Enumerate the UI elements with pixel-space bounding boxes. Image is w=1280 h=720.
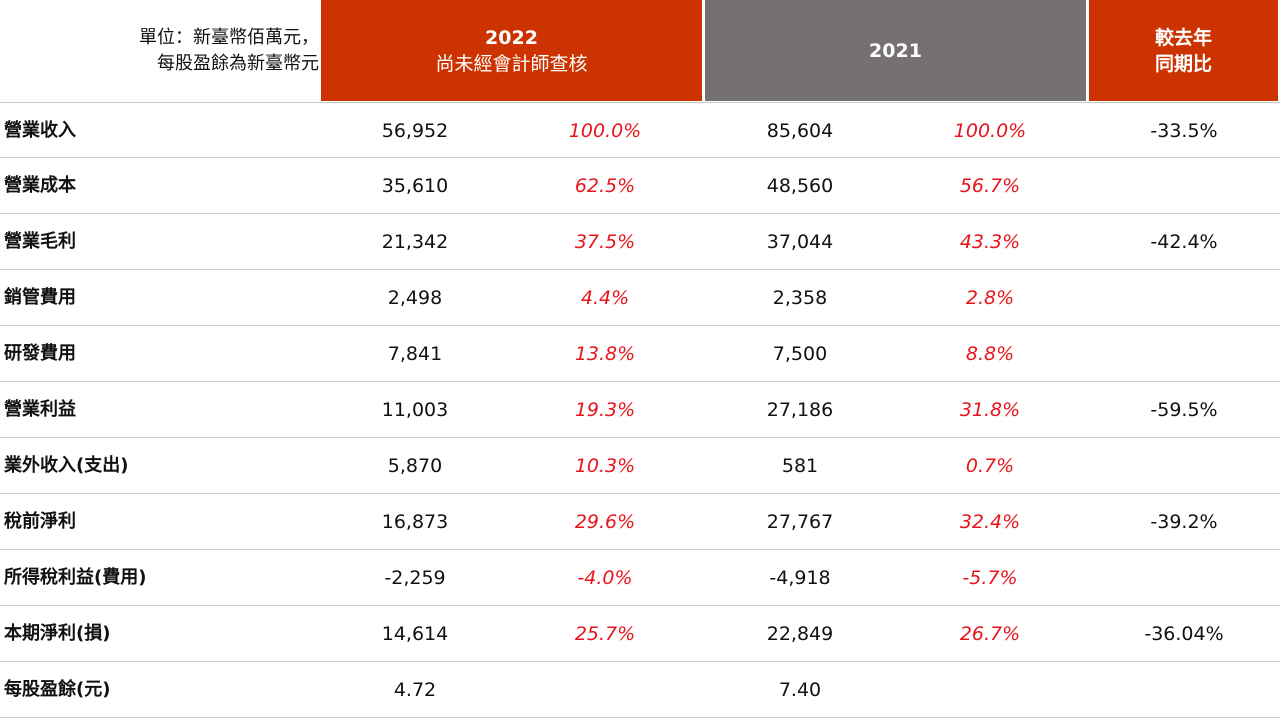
percent-2022: 25.7% [574,623,636,645]
row-label: 業外收入(支出) [4,455,129,476]
table-row: 營業毛利 21,342 37.5% 37,044 43.3% -42.4% [0,214,1280,270]
value-2021: 581 [781,455,819,477]
unit-note: 單位：新臺幣佰萬元， 每股盈餘為新臺幣元 [0,0,319,101]
value-2021: 37,044 [766,231,834,253]
header-yoy-line1: 較去年 [1154,26,1212,49]
percent-2022: 100.0% [568,120,642,142]
percent-2022: 10.3% [574,455,636,477]
table-row: 所得稅利益(費用) -2,259 -4.0% -4,918 -5.7% [0,550,1280,606]
table-row: 業外收入(支出) 5,870 10.3% 581 0.7% [0,438,1280,494]
yoy-change [1089,270,1279,326]
percent-2022: 62.5% [574,175,636,197]
table-row: 本期淨利(損) 14,614 25.7% 22,849 26.7% -36.04% [0,606,1280,662]
header-yoy-line2: 同期比 [1154,52,1212,75]
value-2022: -2,259 [384,567,446,589]
row-label: 研發費用 [4,343,76,364]
value-2021: 2,358 [772,287,828,309]
value-2021: 85,604 [766,120,834,142]
value-2022: 14,614 [381,623,449,645]
percent-2022: 37.5% [574,231,636,253]
percent-2021: 32.4% [959,511,1021,533]
row-label: 銷管費用 [4,287,76,308]
row-label: 營業毛利 [4,231,76,252]
row-label: 營業利益 [4,399,76,420]
value-2022: 16,873 [381,511,449,533]
percent-2021: 100.0% [953,120,1027,142]
value-2022: 2,498 [387,287,443,309]
value-2021: 7,500 [772,343,828,365]
percent-2022: 13.8% [574,343,636,365]
percent-2022 [510,662,700,718]
value-2021: 27,767 [766,511,834,533]
yoy-change [1089,550,1279,606]
yoy-change: -36.04% [1144,623,1224,645]
header-2022: 2022 尚未經會計師查核 [321,0,702,101]
header-2022-subtitle: 尚未經會計師查核 [435,52,588,75]
row-label: 營業收入 [4,120,76,141]
table-row: 營業成本 35,610 62.5% 48,560 56.7% [0,158,1280,214]
row-label: 本期淨利(損) [4,623,111,644]
row-label: 營業成本 [4,175,76,196]
unit-note-line2: 每股盈餘為新臺幣元 [157,52,319,74]
row-label: 所得稅利益(費用) [4,567,147,588]
percent-2022: -4.0% [577,567,633,589]
table-row: 每股盈餘(元) 4.72 7.40 [0,662,1280,718]
value-2021: -4,918 [769,567,831,589]
table-row: 銷管費用 2,498 4.4% 2,358 2.8% [0,270,1280,326]
header-yoy: 較去年 同期比 [1089,0,1278,101]
value-2022: 4.72 [393,679,437,701]
yoy-change [1089,438,1279,494]
percent-2021: 26.7% [959,623,1021,645]
percent-2021: 8.8% [965,343,1015,365]
percent-2021: -5.7% [962,567,1018,589]
table-row: 營業收入 56,952 100.0% 85,604 100.0% -33.5% [0,102,1280,158]
percent-2021 [895,662,1085,718]
value-2022: 5,870 [387,455,443,477]
value-2021: 48,560 [766,175,834,197]
row-label: 稅前淨利 [4,511,76,532]
yoy-change: -33.5% [1150,120,1218,142]
value-2021: 22,849 [766,623,834,645]
value-2022: 35,610 [381,175,449,197]
percent-2021: 43.3% [959,231,1021,253]
header-2022-title: 2022 [485,26,538,49]
value-2022: 21,342 [381,231,449,253]
percent-2021: 56.7% [959,175,1021,197]
value-2022: 56,952 [381,120,449,142]
value-2021: 27,186 [766,399,834,421]
percent-2021: 2.8% [965,287,1015,309]
yoy-change: -39.2% [1150,511,1218,533]
yoy-change: -59.5% [1150,399,1218,421]
yoy-change [1089,326,1279,382]
yoy-change [1089,662,1279,718]
unit-note-line1: 單位：新臺幣佰萬元， [139,26,319,48]
value-2022: 11,003 [381,399,449,421]
header-2021: 2021 [705,0,1086,101]
percent-2022: 4.4% [580,287,630,309]
table-row: 研發費用 7,841 13.8% 7,500 8.8% [0,326,1280,382]
percent-2022: 29.6% [574,511,636,533]
value-2021: 7.40 [778,679,822,701]
percent-2021: 31.8% [959,399,1021,421]
table-row: 稅前淨利 16,873 29.6% 27,767 32.4% -39.2% [0,494,1280,550]
percent-2021: 0.7% [965,455,1015,477]
yoy-change [1089,158,1279,214]
percent-2022: 19.3% [574,399,636,421]
header-2021-title: 2021 [869,39,922,62]
yoy-change: -42.4% [1150,231,1218,253]
value-2022: 7,841 [387,343,443,365]
table-row: 營業利益 11,003 19.3% 27,186 31.8% -59.5% [0,382,1280,438]
row-label: 每股盈餘(元) [4,679,111,700]
